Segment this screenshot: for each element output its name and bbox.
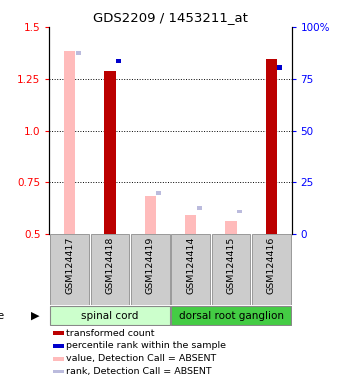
Bar bbox=[104, 71, 116, 234]
Text: rank, Detection Call = ABSENT: rank, Detection Call = ABSENT bbox=[66, 367, 211, 376]
Text: percentile rank within the sample: percentile rank within the sample bbox=[66, 341, 226, 350]
Text: GSM124415: GSM124415 bbox=[226, 237, 236, 295]
Bar bbox=[278, 65, 282, 70]
Bar bbox=[197, 207, 202, 210]
Bar bbox=[116, 59, 121, 63]
Bar bbox=[64, 51, 75, 234]
Bar bbox=[91, 234, 129, 305]
Bar bbox=[225, 221, 237, 234]
Bar bbox=[50, 234, 89, 305]
Text: dorsal root ganglion: dorsal root ganglion bbox=[179, 311, 283, 321]
Bar bbox=[266, 59, 277, 234]
Text: GSM124414: GSM124414 bbox=[186, 237, 195, 295]
Bar bbox=[171, 234, 210, 305]
Bar bbox=[212, 234, 250, 305]
Text: GSM124418: GSM124418 bbox=[105, 237, 115, 295]
Bar bbox=[76, 51, 80, 55]
Bar bbox=[237, 210, 242, 213]
Text: GSM124417: GSM124417 bbox=[65, 237, 74, 295]
Text: value, Detection Call = ABSENT: value, Detection Call = ABSENT bbox=[66, 354, 216, 363]
Bar bbox=[171, 306, 291, 325]
Bar bbox=[252, 234, 291, 305]
Bar bbox=[53, 369, 64, 374]
Bar bbox=[53, 331, 64, 335]
Text: GSM124419: GSM124419 bbox=[146, 237, 155, 295]
Text: ▶: ▶ bbox=[31, 311, 39, 321]
Text: GSM124416: GSM124416 bbox=[267, 237, 276, 295]
Title: GDS2209 / 1453211_at: GDS2209 / 1453211_at bbox=[93, 11, 248, 24]
Text: transformed count: transformed count bbox=[66, 329, 154, 338]
Bar bbox=[185, 215, 196, 234]
Bar bbox=[53, 357, 64, 361]
Bar bbox=[53, 344, 64, 348]
Bar bbox=[145, 196, 156, 234]
Text: spinal cord: spinal cord bbox=[81, 311, 139, 321]
Text: tissue: tissue bbox=[0, 311, 5, 321]
Bar bbox=[157, 191, 161, 195]
Bar bbox=[50, 306, 170, 325]
Bar bbox=[131, 234, 170, 305]
